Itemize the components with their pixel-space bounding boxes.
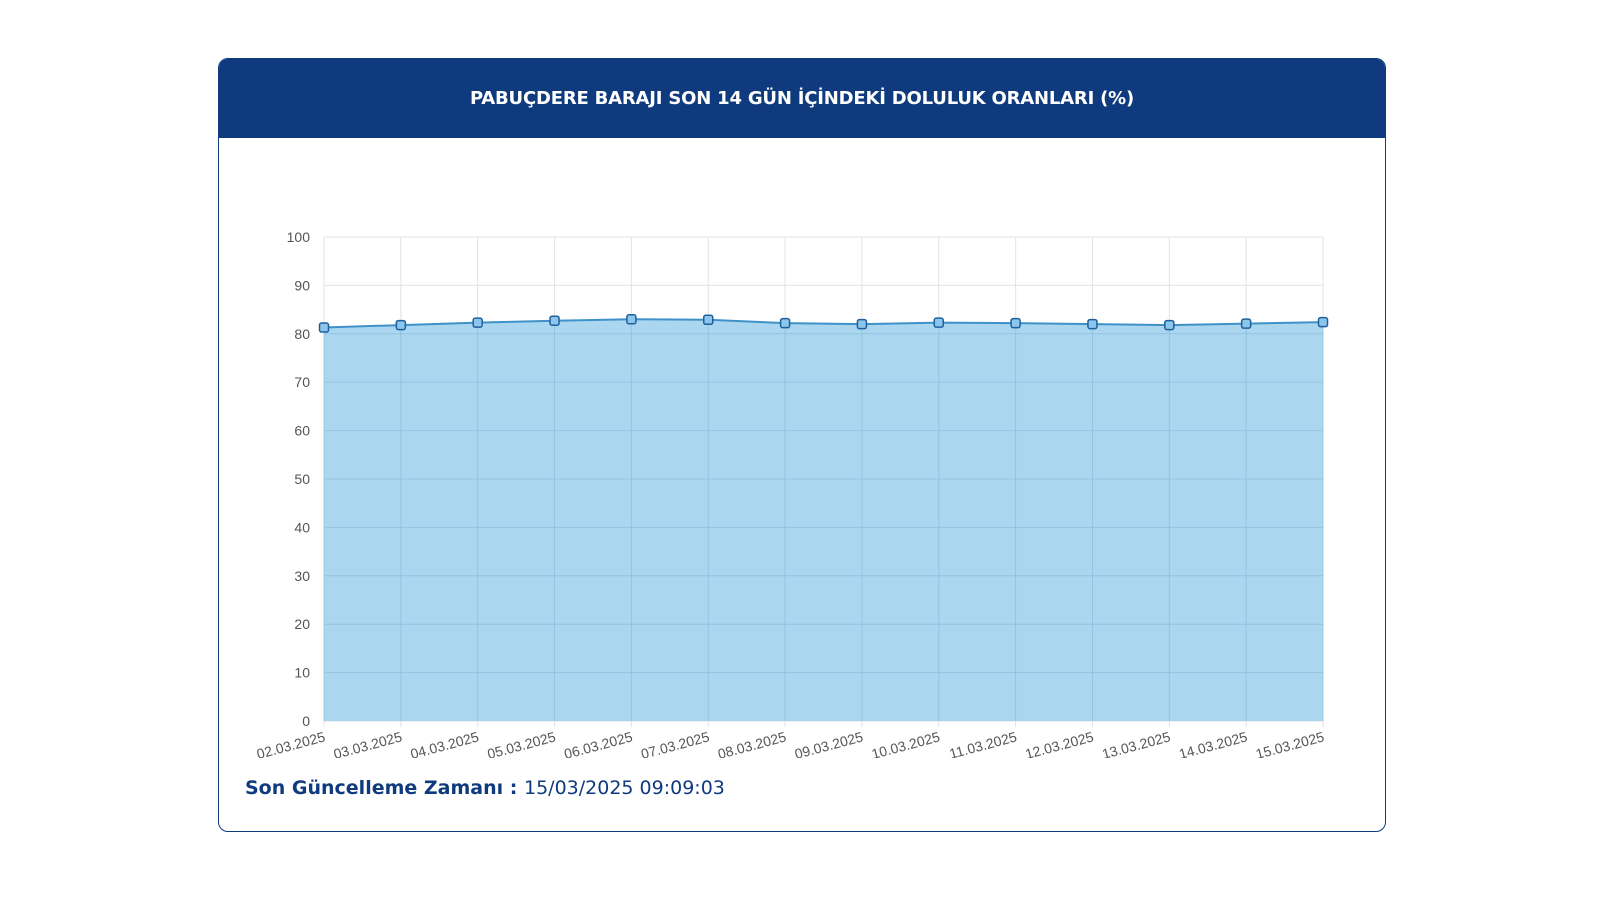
x-tick-label: 04.03.2025 [409, 728, 481, 758]
data-point [1317, 316, 1329, 328]
series-area [324, 319, 1323, 721]
data-point [1087, 318, 1098, 330]
data-point [1164, 319, 1175, 331]
x-tick-label: 13.03.2025 [1100, 728, 1172, 758]
data-point [395, 319, 407, 331]
chart-title: PABUÇDERE BARAJI SON 14 GÜN İÇİNDEKİ DOL… [469, 88, 1135, 109]
data-point [1010, 317, 1021, 329]
y-tick-label: 30 [294, 568, 310, 584]
y-tick-label: 70 [294, 374, 310, 390]
data-point [702, 314, 714, 326]
data-point [626, 314, 637, 325]
data-point [549, 315, 560, 326]
y-tick-label: 100 [287, 229, 311, 245]
chart-card: PABUÇDERE BARAJI SON 14 GÜN İÇİNDEKİ DOL… [218, 58, 1386, 832]
x-tick-label: 11.03.2025 [948, 728, 1019, 758]
x-tick-label: 09.03.2025 [793, 728, 865, 758]
last-update: Son Güncelleme Zamanı : 15/03/2025 09:09… [245, 777, 725, 799]
x-tick-label: 03.03.2025 [332, 728, 404, 758]
x-tick-label: 07.03.2025 [639, 728, 711, 758]
y-tick-label: 60 [294, 423, 310, 439]
x-tick-label: 06.03.2025 [562, 728, 634, 758]
x-tick-label: 15.03.2025 [1254, 728, 1326, 758]
data-point [1240, 318, 1252, 329]
data-point [933, 317, 945, 328]
data-point [318, 322, 330, 333]
x-tick-label: 14.03.2025 [1177, 728, 1249, 758]
y-tick-label: 0 [302, 713, 310, 729]
x-tick-label: 05.03.2025 [485, 728, 557, 758]
x-tick-label: 08.03.2025 [716, 728, 788, 758]
y-tick-label: 80 [294, 326, 310, 342]
y-tick-label: 40 [294, 519, 310, 535]
last-update-value: 15/03/2025 09:09:03 [523, 777, 725, 799]
data-point [856, 318, 868, 330]
y-tick-label: 10 [294, 665, 310, 681]
data-point [472, 317, 483, 328]
y-tick-label: 90 [294, 277, 310, 293]
data-point [779, 317, 791, 329]
y-tick-label: 20 [294, 616, 310, 632]
x-tick-label: 02.03.2025 [255, 728, 327, 758]
last-update-label: Son Güncelleme Zamanı [245, 777, 504, 799]
series-line [323, 318, 1324, 329]
y-tick-label: 50 [294, 471, 310, 487]
chart-header: PABUÇDERE BARAJI SON 14 GÜN İÇİNDEKİ DOL… [219, 59, 1385, 138]
x-tick-label: 12.03.2025 [1023, 728, 1095, 758]
last-update-separator: : [503, 777, 524, 799]
fill-rate-chart: 0 10 20 30 40 50 60 70 80 90 100 02.03.2025 03.03.20… [255, 229, 1329, 758]
x-tick-label: 10.03.2025 [870, 728, 942, 758]
